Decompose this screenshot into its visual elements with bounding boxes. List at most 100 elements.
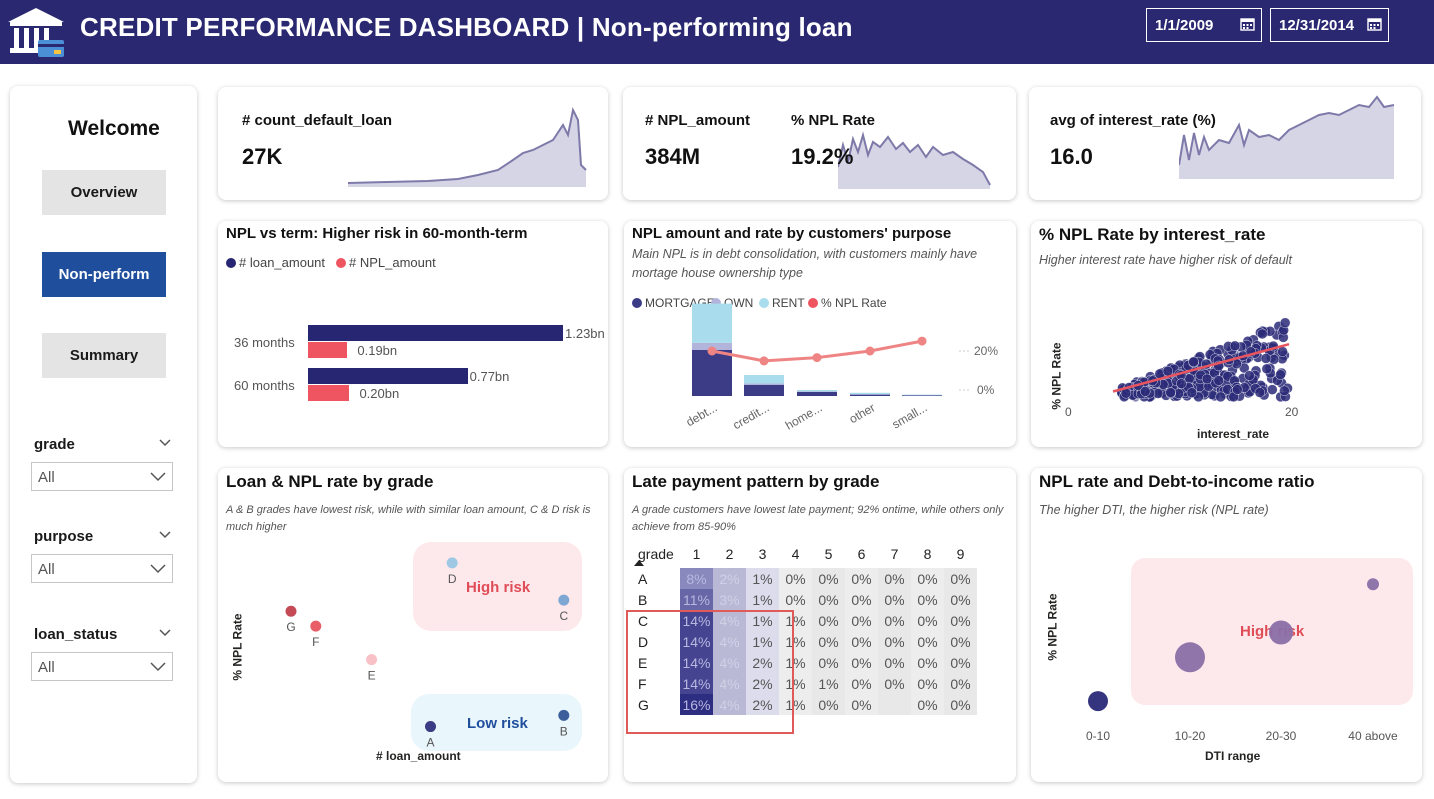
scatter-point[interactable] xyxy=(1188,356,1199,367)
column-header[interactable]: grade xyxy=(638,546,674,562)
loan-status-dropdown[interactable]: All xyxy=(31,652,173,681)
npl-by-interest-chart[interactable]: % NPL Rate by interest_rate Higher inter… xyxy=(1031,221,1422,447)
kpi-value: 19.2% xyxy=(791,144,854,169)
scatter-point[interactable] xyxy=(1232,384,1243,395)
npl-by-purpose-chart[interactable]: NPL amount and rate by customers' purpos… xyxy=(624,221,1016,447)
grade-point-g[interactable] xyxy=(285,605,297,617)
matrix-cell: 8% xyxy=(680,568,713,589)
stack-bar-mortgage[interactable] xyxy=(850,394,890,396)
summary-button[interactable]: Summary xyxy=(42,333,166,378)
kpi-card-interest[interactable]: avg of interest_rate (%) 16.0 xyxy=(1029,87,1421,200)
matrix-row[interactable]: A 8% 2% 1% 0% 0% 0% 0% 0% 0% xyxy=(632,568,977,589)
x-tick-label: 20-30 xyxy=(1266,729,1297,743)
chevron-down-icon[interactable] xyxy=(158,628,172,638)
matrix-cell: 3% xyxy=(713,589,746,610)
grade-dropdown[interactable]: All xyxy=(31,462,173,491)
scatter-point[interactable] xyxy=(1275,369,1286,380)
scatter-point[interactable] xyxy=(1201,373,1213,385)
column-header[interactable]: 4 xyxy=(791,546,800,562)
purpose-dropdown[interactable]: All xyxy=(31,554,173,583)
scatter-point[interactable] xyxy=(1257,328,1268,340)
matrix-row[interactable]: D 14% 4% 1% 1% 0% 0% 0% 0% 0% xyxy=(632,631,977,652)
stack-bar-own[interactable] xyxy=(744,383,784,385)
column-header[interactable]: 2 xyxy=(725,546,734,562)
stack-bar-rent[interactable] xyxy=(744,375,784,384)
x-tick-label: 0 xyxy=(1065,405,1072,419)
grade-point-f[interactable] xyxy=(310,620,322,632)
dti-point[interactable] xyxy=(1367,578,1379,591)
scatter-point[interactable] xyxy=(1279,385,1290,396)
scatter-point[interactable] xyxy=(1176,378,1187,389)
matrix-row[interactable]: C 14% 4% 1% 1% 0% 0% 0% 0% 0% xyxy=(632,610,977,631)
sort-ascending-icon[interactable] xyxy=(634,560,644,566)
stack-bar-rent[interactable] xyxy=(692,303,732,343)
calendar-icon[interactable] xyxy=(1367,17,1382,31)
npl-rate-point[interactable] xyxy=(707,346,717,356)
calendar-icon[interactable] xyxy=(1240,17,1255,31)
stack-bar-rent[interactable] xyxy=(850,392,890,395)
npl-amount-bar[interactable] xyxy=(308,342,348,358)
dti-point[interactable] xyxy=(1088,691,1108,712)
chevron-down-icon[interactable] xyxy=(158,438,172,448)
grade-point-e[interactable] xyxy=(366,654,378,666)
non-perform-button[interactable]: Non-perform xyxy=(42,252,166,297)
column-header[interactable]: 1 xyxy=(692,546,701,562)
stack-bar-mortgage[interactable] xyxy=(692,349,732,396)
npl-amount-bar[interactable] xyxy=(308,385,350,401)
end-date-picker[interactable]: 12/31/2014 xyxy=(1270,8,1389,42)
npl-rate-point[interactable] xyxy=(812,353,822,363)
overview-button[interactable]: Overview xyxy=(42,170,166,215)
loan-npl-by-grade-chart[interactable]: Loan & NPL rate by grade A & B grades ha… xyxy=(218,468,608,782)
scatter-point[interactable] xyxy=(1244,370,1255,381)
chevron-down-icon[interactable] xyxy=(158,530,172,540)
npl-rate-point[interactable] xyxy=(917,336,927,346)
column-header[interactable]: 6 xyxy=(857,546,866,562)
stack-bar-mortgage[interactable] xyxy=(797,391,837,396)
kpi-card-count-default[interactable]: # count_default_loan 27K xyxy=(218,87,608,200)
scatter-point[interactable] xyxy=(1140,386,1151,397)
matrix-row[interactable]: B 11% 3% 1% 0% 0% 0% 0% 0% 0% xyxy=(632,589,977,610)
npl-vs-term-chart[interactable]: NPL vs term: Higher risk in 60-month-ter… xyxy=(218,221,608,447)
scatter-point[interactable] xyxy=(1261,363,1273,375)
scatter-point[interactable] xyxy=(1229,340,1241,352)
dti-point[interactable] xyxy=(1175,642,1205,673)
legend-item-rent: RENT xyxy=(759,296,805,310)
dti-point[interactable] xyxy=(1269,620,1293,645)
matrix-row[interactable]: E 14% 4% 2% 1% 0% 0% 0% 0% 0% xyxy=(632,652,977,673)
scatter-point[interactable] xyxy=(1213,375,1224,386)
scatter-point[interactable] xyxy=(1165,387,1176,398)
column-header[interactable]: 8 xyxy=(923,546,932,562)
scatter-point[interactable] xyxy=(1254,387,1266,398)
npl-rate-point[interactable] xyxy=(759,356,769,366)
grade-point-c[interactable] xyxy=(558,594,570,606)
matrix-row[interactable]: F 14% 4% 2% 1% 1% 0% 0% 0% 0% xyxy=(632,673,977,694)
matrix-row[interactable]: G 16% 4% 2% 1% 0% 0% 0% 0% xyxy=(632,694,977,715)
column-header[interactable]: 3 xyxy=(758,546,767,562)
scatter-point[interactable] xyxy=(1186,387,1198,398)
grade-point-d[interactable] xyxy=(446,557,458,569)
matrix-cell: 0% xyxy=(944,652,977,673)
grade-point-a[interactable] xyxy=(425,721,436,733)
chart-title: NPL amount and rate by customers' purpos… xyxy=(632,225,952,242)
loan-amount-bar[interactable] xyxy=(308,325,563,341)
kpi-card-npl[interactable]: # NPL_amount 384M % NPL Rate 19.2% xyxy=(623,87,1016,200)
loan-amount-bar[interactable] xyxy=(308,368,468,384)
scatter-point[interactable] xyxy=(1277,346,1288,357)
npl-dti-chart[interactable]: NPL rate and Debt-to-income ratio The hi… xyxy=(1031,468,1422,782)
stack-bar-own[interactable] xyxy=(692,342,732,350)
stack-bar-rent[interactable] xyxy=(797,389,837,392)
scatter-point[interactable] xyxy=(1215,391,1226,403)
column-header[interactable]: 7 xyxy=(890,546,899,562)
start-date-picker[interactable]: 1/1/2009 xyxy=(1146,8,1262,42)
stack-bar-mortgage[interactable] xyxy=(744,384,784,396)
scatter-point[interactable] xyxy=(1260,353,1272,364)
kpi-label: avg of interest_rate (%) xyxy=(1050,112,1216,129)
column-header[interactable]: 9 xyxy=(956,546,965,562)
scatter-point[interactable] xyxy=(1279,317,1291,328)
stack-bar-mortgage[interactable] xyxy=(902,395,942,396)
npl-rate-point[interactable] xyxy=(865,346,875,356)
column-header[interactable]: 5 xyxy=(824,546,833,562)
late-payment-matrix[interactable]: Late payment pattern by grade A grade cu… xyxy=(624,468,1016,782)
grade-point-b[interactable] xyxy=(558,709,570,721)
stack-bar-rent[interactable] xyxy=(902,394,942,396)
